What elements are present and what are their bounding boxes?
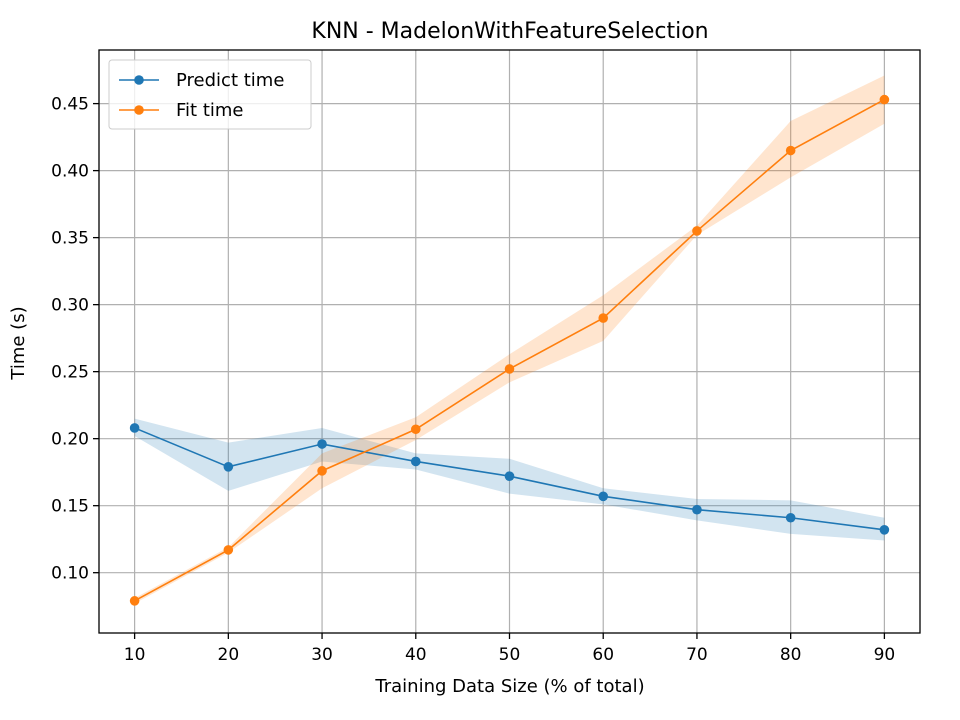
- y-tick-label: 0.20: [51, 430, 89, 450]
- x-tick-label: 70: [686, 645, 708, 665]
- predict-time-point: [692, 504, 702, 515]
- y-tick-label: 0.45: [51, 95, 89, 115]
- x-tick-label: 60: [592, 645, 614, 665]
- predict-time-point: [317, 439, 327, 449]
- y-axis-label: Time (s): [8, 306, 29, 380]
- fit-time-point: [504, 364, 515, 374]
- fit-time-point: [223, 545, 234, 555]
- axis-ticks: 10 20 30 40 50 60 70 80 90 0.10 0.15 0.20 0.25 0.30 0.…: [51, 95, 895, 665]
- predict-time-legend-label: Predict time: [176, 70, 284, 91]
- predict-time-point: [129, 423, 140, 433]
- x-tick-label: 10: [124, 645, 146, 665]
- series-points: [129, 94, 890, 606]
- y-tick-label: 0.35: [51, 229, 89, 249]
- fit-time-legend-marker: [134, 105, 144, 115]
- predict-time-legend-marker: [134, 75, 144, 85]
- fit-time-point: [129, 596, 140, 606]
- fit-time-point: [410, 424, 421, 435]
- y-tick-label: 0.15: [51, 497, 89, 517]
- predict-time-point: [223, 462, 234, 472]
- x-tick-label: 90: [874, 645, 896, 665]
- x-tick-label: 50: [499, 645, 521, 665]
- fit-time-point: [598, 313, 609, 323]
- predict-time-point: [410, 456, 421, 467]
- legend-box: [108, 59, 312, 130]
- x-tick-label: 30: [311, 645, 333, 665]
- x-tick-label: 40: [405, 645, 427, 665]
- legend: Predict time Fit time: [108, 59, 312, 130]
- fit-time-point: [692, 226, 702, 236]
- y-tick-label: 0.25: [51, 363, 89, 383]
- y-tick-label: 0.30: [51, 296, 89, 316]
- predict-time-point: [785, 512, 796, 523]
- predict-time-point: [504, 471, 515, 481]
- fit-time-point: [317, 466, 327, 476]
- chart-title: KNN - MadelonWithFeatureSelection: [311, 19, 708, 44]
- predict-time-point: [598, 491, 609, 502]
- x-tick-label: 20: [218, 645, 240, 665]
- fit-time-point: [879, 94, 890, 105]
- x-tick-label: 80: [780, 645, 802, 665]
- fit-time-point: [785, 145, 796, 156]
- predict-time-point: [879, 525, 890, 535]
- x-axis-label: Training Data Size (% of total): [374, 676, 644, 697]
- y-tick-label: 0.10: [51, 564, 89, 584]
- fit-time-legend-label: Fit time: [176, 100, 244, 121]
- y-tick-label: 0.40: [51, 162, 89, 182]
